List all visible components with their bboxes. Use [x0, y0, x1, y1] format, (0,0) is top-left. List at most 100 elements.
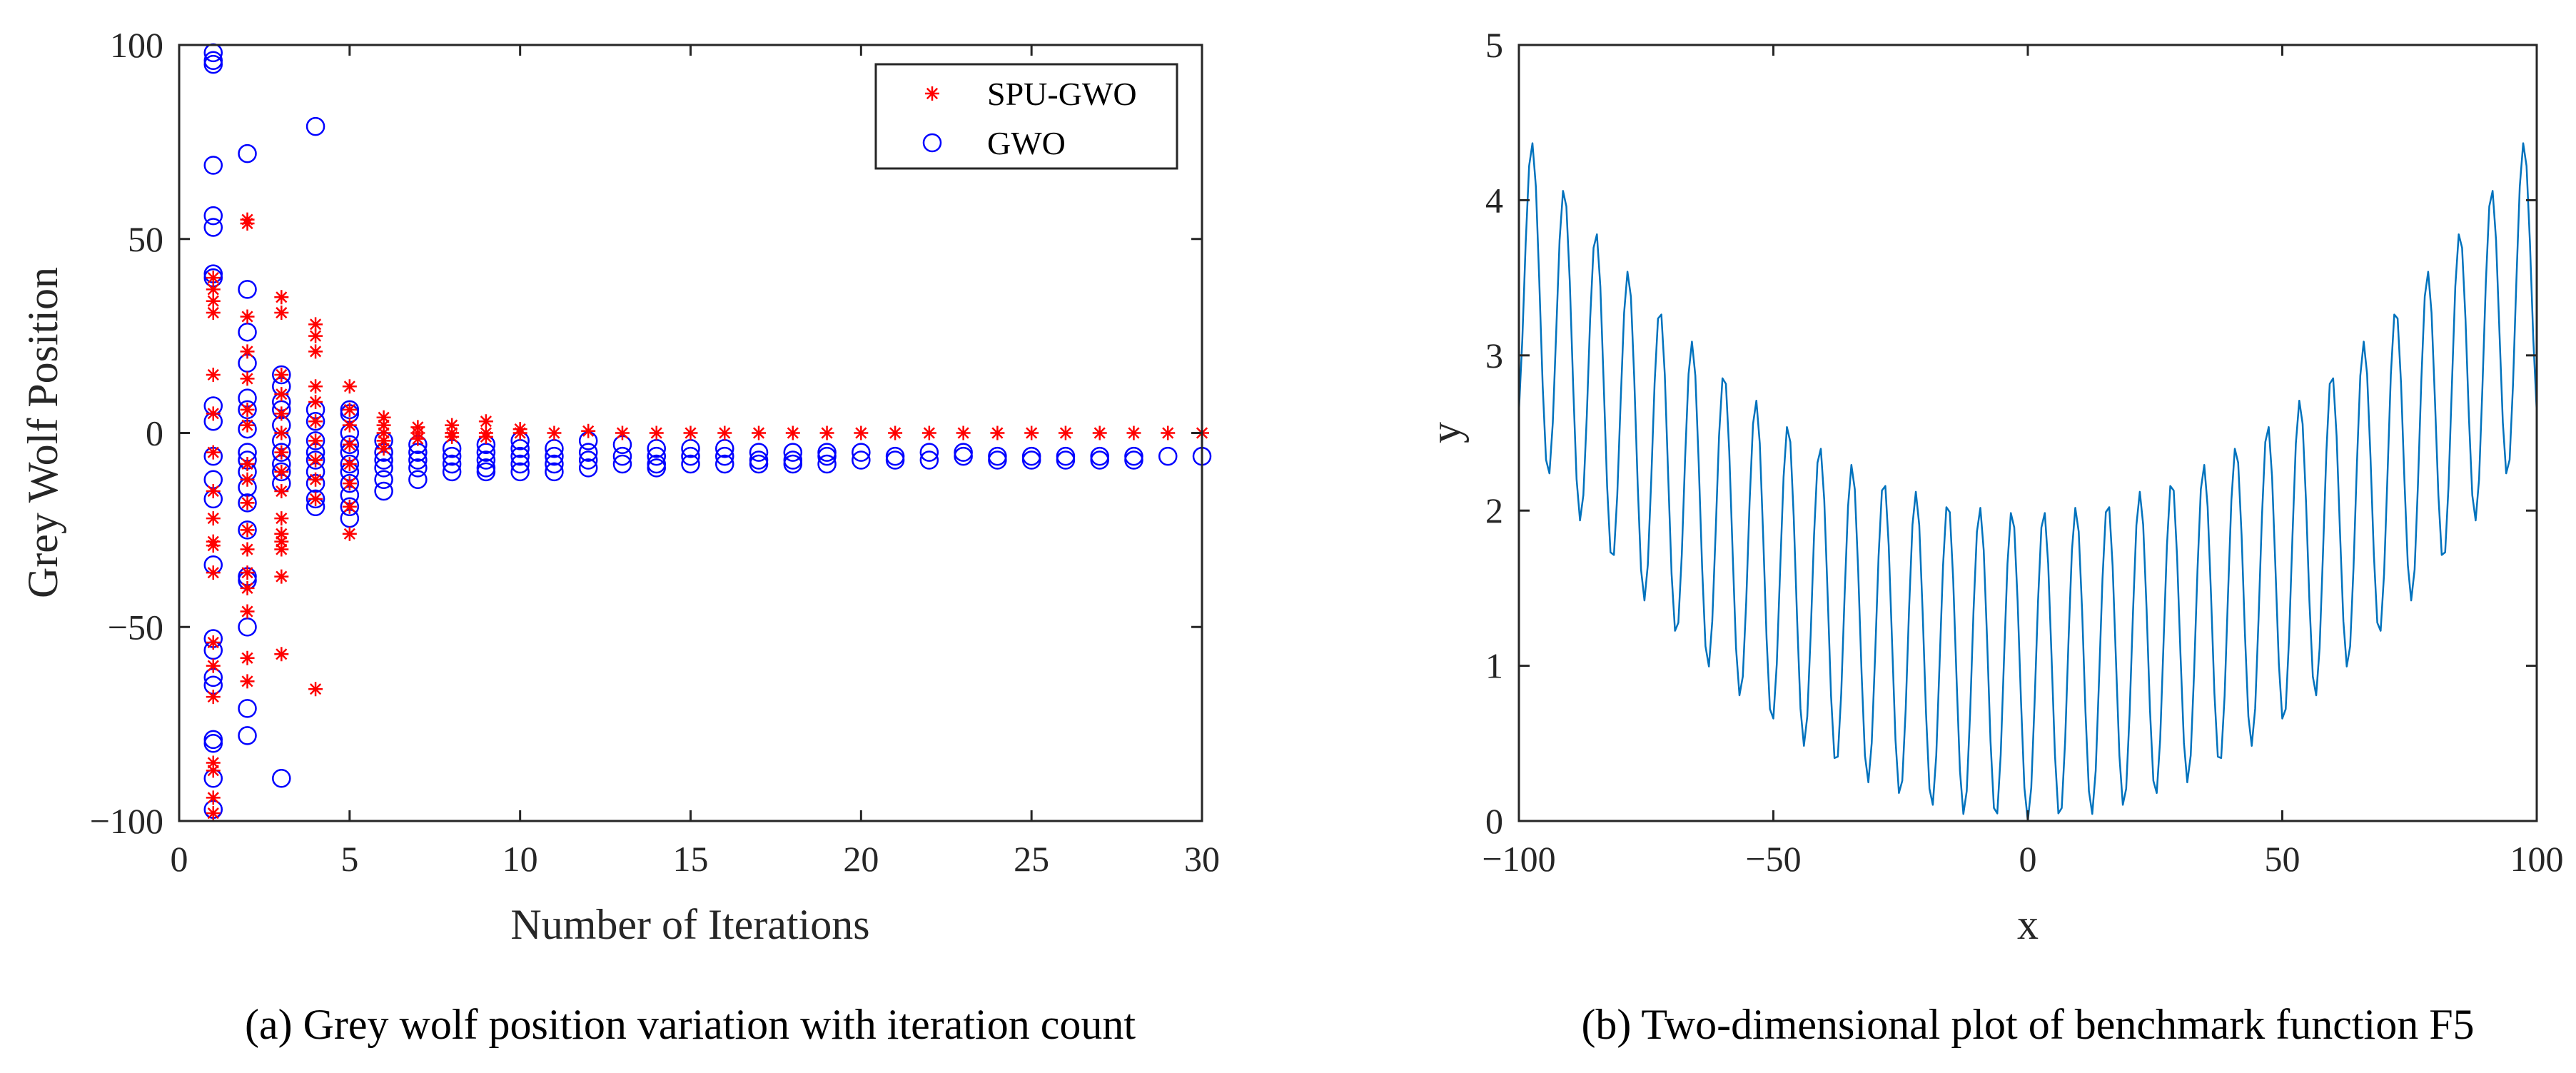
spu-gwo-point [342, 526, 357, 541]
spu-gwo-point [308, 433, 323, 448]
spu-gwo-point [274, 406, 289, 421]
spu-gwo-point [1024, 425, 1039, 440]
spu-gwo-point [342, 476, 357, 491]
spu-gwo-point [342, 437, 357, 452]
gwo-point [578, 443, 598, 462]
gwo-point [238, 520, 257, 540]
gwo-point [954, 446, 973, 466]
spu-gwo-point [956, 425, 971, 440]
gwo-point [783, 454, 803, 474]
spu-gwo-point [1092, 425, 1107, 440]
gwo-point [203, 206, 223, 226]
spu-gwo-point [206, 293, 221, 308]
gwo-point [305, 116, 325, 136]
line-y-tick-label: 5 [1485, 25, 1503, 65]
gwo-point [1056, 450, 1076, 470]
gwo-point [442, 446, 462, 466]
spu-gwo-point [308, 453, 323, 468]
gwo-point [783, 443, 803, 462]
spu-gwo-point [683, 425, 698, 440]
line-x-tick-label: −50 [1745, 839, 1801, 879]
gwo-point [647, 458, 666, 478]
gwo-point [272, 462, 291, 482]
gwo-point [272, 365, 291, 385]
spu-gwo-point [308, 682, 323, 697]
gwo-point [238, 143, 257, 163]
spu-gwo-point [445, 429, 460, 444]
spu-gwo-point [206, 484, 221, 499]
gwo-point [340, 454, 360, 474]
gwo-point [1021, 450, 1041, 470]
gwo-point [852, 443, 871, 462]
gwo-point [340, 473, 360, 493]
gwo-point [476, 450, 496, 470]
spu-gwo-point [410, 431, 425, 446]
spu-gwo-point [717, 425, 732, 440]
spu-gwo-point [274, 290, 289, 305]
gwo-point [715, 454, 734, 474]
gwo-point [749, 454, 769, 474]
scatter-y-tick-label: 0 [146, 413, 163, 453]
gwo-point [203, 156, 223, 175]
spu-gwo-point [990, 425, 1005, 440]
spu-gwo-point [240, 456, 255, 471]
spu-gwo-point [376, 425, 391, 440]
gwo-point [408, 450, 428, 470]
spu-gwo-point [274, 306, 289, 321]
gwo-point [715, 446, 734, 466]
line-y-tick-label: 0 [1485, 801, 1503, 841]
line-chart: −100 −50 0 50 100 5 4 3 2 1 0 x y (b) Two-dimensio… [1422, 25, 2564, 1048]
caption-a: (a) Grey wolf position variation with it… [245, 1001, 1136, 1048]
line-x-tick-label: 50 [2265, 839, 2300, 879]
spu-gwo-point [1161, 425, 1176, 440]
spu-gwo-point [1126, 425, 1141, 440]
gwo-point [238, 493, 257, 513]
scatter-y-tick-label: −100 [90, 801, 163, 841]
spu-gwo-point [240, 216, 255, 231]
scatter-legend: SPU-GWO GWO [874, 63, 1178, 170]
line-x-axis-label: x [2017, 901, 2039, 948]
spu-gwo-point [274, 464, 289, 479]
spu-gwo-point [240, 523, 255, 538]
spu-gwo-point [206, 755, 221, 770]
line-y-tick-label: 1 [1485, 646, 1503, 686]
spu-gwo-point [206, 282, 221, 297]
spu-gwo-point [274, 445, 289, 460]
gwo-point [1090, 450, 1109, 470]
gwo-point [272, 443, 291, 462]
spu-gwo-point [445, 418, 460, 433]
spu-gwo-point [478, 414, 493, 429]
spu-gwo-point [240, 650, 255, 665]
gwo-point [203, 734, 223, 753]
spu-gwo-point [854, 425, 869, 440]
spu-gwo-point [274, 569, 289, 584]
spu-gwo-point [206, 790, 221, 805]
gwo-point [612, 446, 632, 466]
spu-gwo-point [206, 306, 221, 321]
spu-gwo-point [240, 542, 255, 557]
spu-gwo-point [752, 425, 767, 440]
legend-marker-spu-gwo [925, 86, 939, 101]
gwo-point [305, 411, 325, 431]
scatter-y-tick-label: 100 [110, 25, 163, 65]
gwo-point [305, 450, 325, 470]
spu-gwo-point [240, 402, 255, 417]
spu-gwo-point [206, 406, 221, 421]
gwo-point [919, 450, 939, 470]
spu-gwo-point [274, 647, 289, 662]
spu-gwo-point [240, 344, 255, 359]
scatter-points [203, 43, 1212, 821]
spu-gwo-point [376, 418, 391, 433]
scatter-x-axis-label: Number of Iterations [510, 901, 869, 948]
scatter-x-tick-label: 25 [1014, 839, 1049, 879]
scatter-chart: 0 5 10 15 20 25 30 100 50 0 −50 −100 Number of Iter… [19, 25, 1220, 1048]
scatter-y-tick-label: −50 [108, 607, 163, 647]
gwo-point [374, 458, 393, 478]
spu-gwo-point [240, 580, 255, 595]
line-x-tick-label: −100 [1482, 839, 1555, 879]
gwo-point [1158, 446, 1178, 466]
spu-gwo-point [308, 379, 323, 394]
line-plot-background [1519, 45, 2537, 821]
spu-gwo-point [921, 425, 936, 440]
spu-gwo-point [615, 425, 630, 440]
